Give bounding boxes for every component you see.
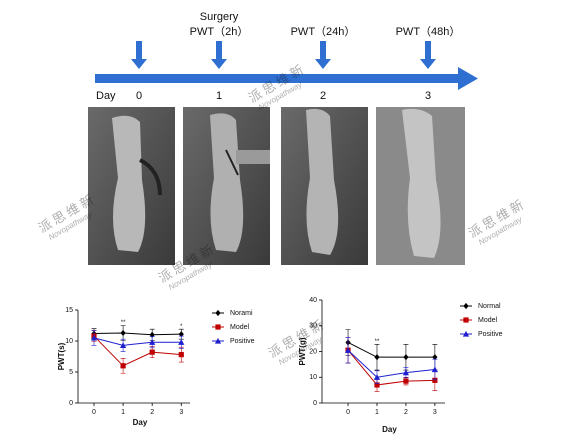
series-line bbox=[347, 349, 435, 378]
y-tick-label: 20 bbox=[309, 348, 317, 355]
y-tick-label: 10 bbox=[65, 338, 73, 345]
event-label: Surgery bbox=[200, 11, 239, 23]
y-tick-label: 15 bbox=[65, 307, 73, 314]
y-axis-label: PWT(g) bbox=[298, 337, 307, 365]
x-tick-label: 3 bbox=[433, 409, 437, 416]
x-tick-label: 2 bbox=[404, 409, 408, 416]
x-tick-label: 0 bbox=[92, 409, 96, 416]
x-tick-label: 1 bbox=[375, 409, 379, 416]
marker bbox=[432, 354, 438, 361]
legend-label: Positive bbox=[478, 331, 503, 338]
marker bbox=[402, 369, 410, 376]
series-line bbox=[93, 335, 182, 367]
series-line bbox=[347, 342, 435, 358]
marker bbox=[344, 347, 352, 353]
day-number: 1 bbox=[216, 90, 222, 102]
day-number: 0 bbox=[136, 90, 142, 102]
photo bbox=[183, 107, 270, 265]
y-tick-label: 30 bbox=[309, 323, 317, 330]
day-label: Day bbox=[96, 90, 116, 102]
significance-label: ** bbox=[375, 339, 380, 345]
series-line bbox=[93, 337, 182, 346]
down-arrow bbox=[315, 41, 331, 69]
day-number: 3 bbox=[425, 90, 431, 102]
marker bbox=[149, 349, 155, 355]
marker bbox=[432, 377, 438, 383]
x-axis-label: Day bbox=[382, 425, 397, 434]
marker bbox=[120, 363, 126, 369]
y-tick-label: 5 bbox=[69, 369, 73, 376]
marker bbox=[374, 382, 380, 388]
marker bbox=[120, 329, 126, 337]
down-arrow bbox=[211, 41, 227, 69]
down-arrow bbox=[131, 41, 147, 69]
marker bbox=[462, 330, 470, 337]
marker bbox=[178, 331, 184, 338]
marker bbox=[149, 339, 156, 345]
x-tick-label: 1 bbox=[121, 409, 125, 416]
photo bbox=[376, 107, 465, 265]
marker bbox=[215, 309, 221, 317]
series-line bbox=[93, 332, 182, 336]
marker bbox=[403, 378, 409, 384]
y-axis-label: PWT(s) bbox=[57, 342, 66, 370]
marker bbox=[90, 334, 98, 341]
chart: 0 10 20 30 40 0 1 2 3 Day PWT(g) Normal Model Positiv… bbox=[298, 297, 503, 434]
marker bbox=[178, 352, 184, 358]
marker bbox=[215, 324, 221, 330]
x-tick-label: 3 bbox=[179, 409, 183, 416]
down-arrow bbox=[420, 41, 436, 69]
x-axis-label: Day bbox=[133, 418, 148, 427]
legend-label: Normal bbox=[478, 303, 501, 310]
legend-label: Model bbox=[478, 317, 498, 324]
marker bbox=[373, 374, 381, 380]
y-tick-label: 40 bbox=[309, 297, 317, 304]
legend-label: Model bbox=[230, 324, 250, 331]
significance-label: * bbox=[180, 324, 183, 330]
day-number: 2 bbox=[320, 90, 326, 102]
x-tick-label: 2 bbox=[150, 409, 154, 416]
marker bbox=[403, 354, 409, 361]
x-tick-label: 0 bbox=[346, 409, 350, 416]
event-label: PWT（2h） bbox=[190, 25, 249, 38]
timeline-arrow bbox=[95, 67, 478, 90]
timeline: Day 0 1 2 3 Surgery PWT（2h） PWT（24h） PWT（48h） bbox=[96, 11, 460, 102]
legend-label: Positive bbox=[230, 338, 255, 345]
marker bbox=[149, 331, 155, 338]
marker bbox=[431, 366, 438, 373]
marker bbox=[178, 339, 185, 345]
photo bbox=[88, 107, 175, 265]
event-label: PWT（48h） bbox=[396, 25, 461, 38]
y-tick-label: 0 bbox=[69, 400, 73, 407]
event-label: PWT（24h） bbox=[291, 25, 356, 38]
marker bbox=[214, 337, 222, 344]
y-tick-label: 10 bbox=[309, 374, 317, 381]
significance-label: ** bbox=[121, 320, 126, 326]
photo bbox=[281, 107, 368, 265]
marker bbox=[463, 317, 469, 323]
marker bbox=[463, 302, 469, 310]
marker bbox=[119, 342, 127, 348]
y-tick-label: 0 bbox=[313, 400, 317, 407]
series-line bbox=[347, 349, 435, 386]
photos bbox=[88, 107, 465, 265]
marker bbox=[374, 354, 380, 361]
legend-label: Norami bbox=[230, 310, 253, 317]
